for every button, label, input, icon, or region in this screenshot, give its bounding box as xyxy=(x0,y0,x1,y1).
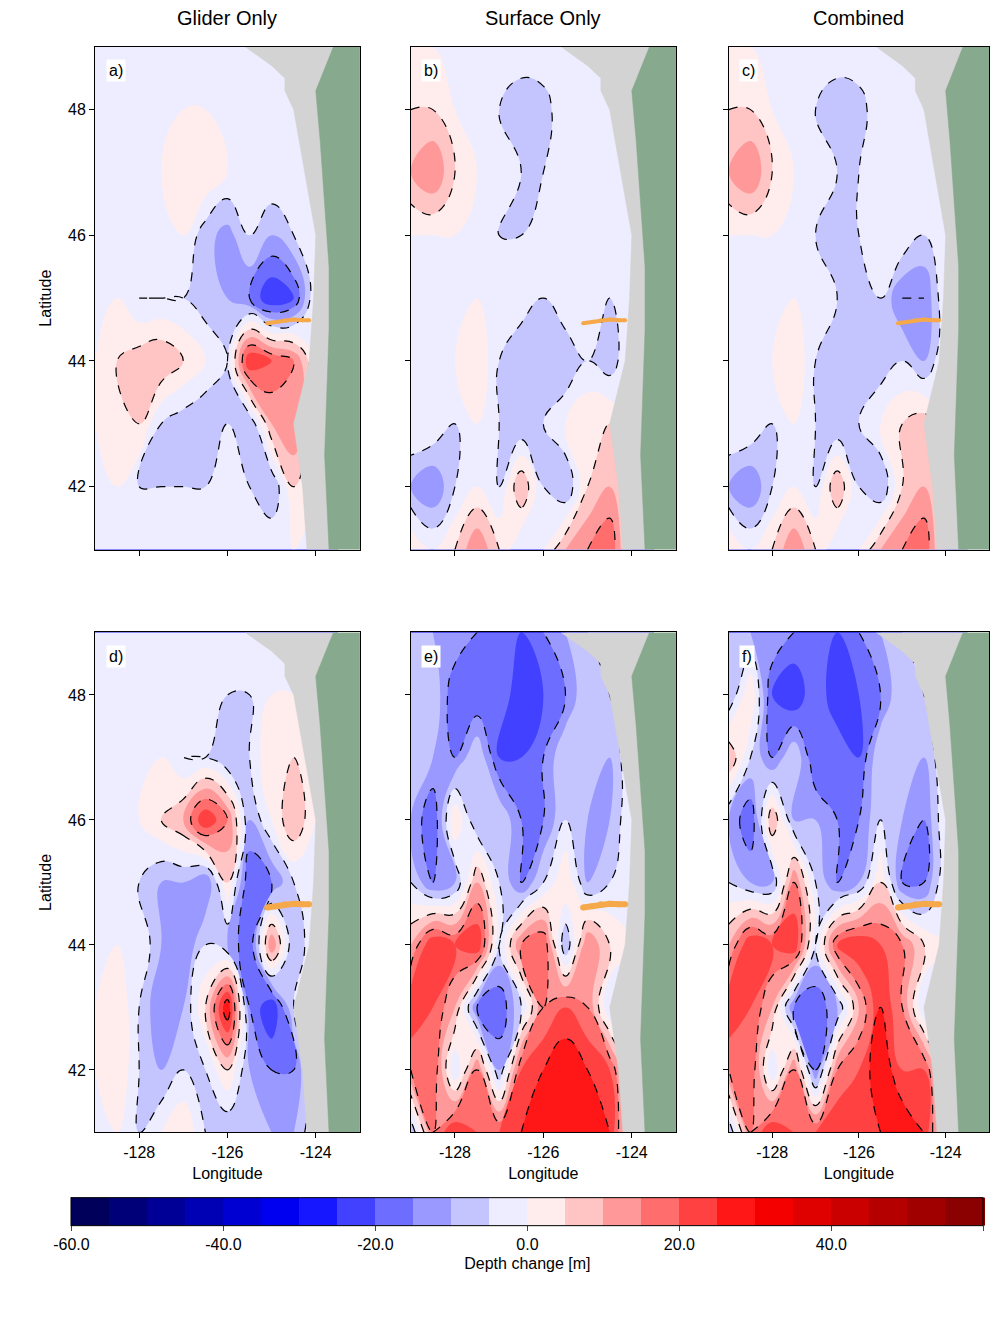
svg-text:Combined: Combined xyxy=(813,7,904,29)
svg-text:Longitude: Longitude xyxy=(824,1165,894,1182)
svg-text:Latitude: Latitude xyxy=(37,270,54,327)
svg-text:-40.0: -40.0 xyxy=(205,1236,242,1253)
svg-text:46: 46 xyxy=(68,812,86,829)
svg-text:-128: -128 xyxy=(439,1144,471,1161)
svg-text:46: 46 xyxy=(68,227,86,244)
svg-text:-126: -126 xyxy=(843,1144,875,1161)
svg-text:Latitude: Latitude xyxy=(37,854,54,911)
svg-text:-124: -124 xyxy=(300,1144,332,1161)
svg-text:44: 44 xyxy=(68,937,86,954)
svg-text:e): e) xyxy=(424,648,438,665)
svg-text:42: 42 xyxy=(68,1062,86,1079)
svg-text:Longitude: Longitude xyxy=(192,1165,262,1182)
svg-text:-128: -128 xyxy=(123,1144,155,1161)
svg-text:Depth change [m]: Depth change [m] xyxy=(464,1255,590,1272)
svg-text:-126: -126 xyxy=(527,1144,559,1161)
svg-text:f): f) xyxy=(742,648,752,665)
svg-text:44: 44 xyxy=(68,353,86,370)
svg-text:-60.0: -60.0 xyxy=(53,1236,90,1253)
svg-text:-124: -124 xyxy=(930,1144,962,1161)
svg-text:Longitude: Longitude xyxy=(508,1165,578,1182)
svg-text:20.0: 20.0 xyxy=(664,1236,695,1253)
svg-text:-128: -128 xyxy=(756,1144,788,1161)
svg-text:d): d) xyxy=(109,648,123,665)
svg-text:40.0: 40.0 xyxy=(816,1236,847,1253)
svg-text:b): b) xyxy=(424,62,438,79)
svg-text:0.0: 0.0 xyxy=(516,1236,538,1253)
svg-text:a): a) xyxy=(109,62,123,79)
svg-text:48: 48 xyxy=(68,101,86,118)
svg-text:Glider Only: Glider Only xyxy=(177,7,277,29)
svg-text:-126: -126 xyxy=(211,1144,243,1161)
svg-text:48: 48 xyxy=(68,687,86,704)
svg-text:c): c) xyxy=(742,62,755,79)
svg-text:-20.0: -20.0 xyxy=(357,1236,394,1253)
svg-text:Surface Only: Surface Only xyxy=(485,7,601,29)
svg-text:42: 42 xyxy=(68,478,86,495)
svg-text:-124: -124 xyxy=(616,1144,648,1161)
